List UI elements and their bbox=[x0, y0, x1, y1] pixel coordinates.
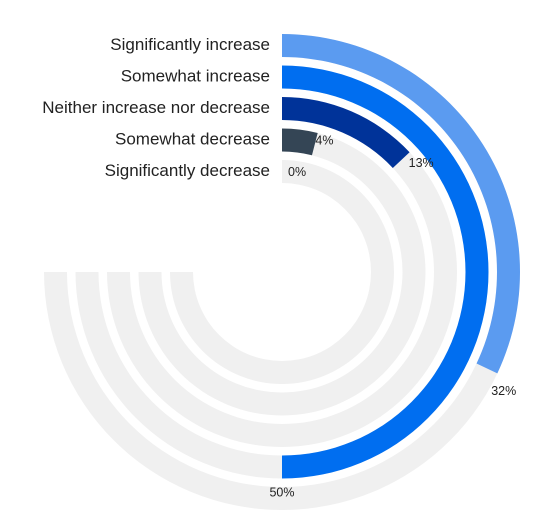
value-label: 50% bbox=[269, 486, 294, 500]
ring-bar bbox=[282, 65, 489, 479]
value-label: 0% bbox=[288, 165, 306, 179]
value-label: 32% bbox=[491, 384, 516, 398]
category-label: Significantly decrease bbox=[105, 161, 270, 180]
ring-bar bbox=[282, 97, 410, 168]
value-label: 13% bbox=[409, 156, 434, 170]
category-labels: Significantly increase Somewhat increase N… bbox=[42, 35, 270, 180]
category-label: Significantly increase bbox=[110, 35, 270, 54]
value-label: 4% bbox=[315, 133, 333, 147]
ring-bars bbox=[282, 34, 520, 479]
value-labels: 32% 50% 13% 4% 0% bbox=[269, 133, 516, 499]
category-label: Somewhat increase bbox=[121, 66, 270, 85]
category-label: Somewhat decrease bbox=[115, 129, 270, 148]
category-label: Neither increase nor decrease bbox=[42, 98, 270, 117]
ring-bar bbox=[282, 128, 318, 156]
ring-bar bbox=[282, 34, 520, 374]
ring-track bbox=[170, 160, 394, 384]
